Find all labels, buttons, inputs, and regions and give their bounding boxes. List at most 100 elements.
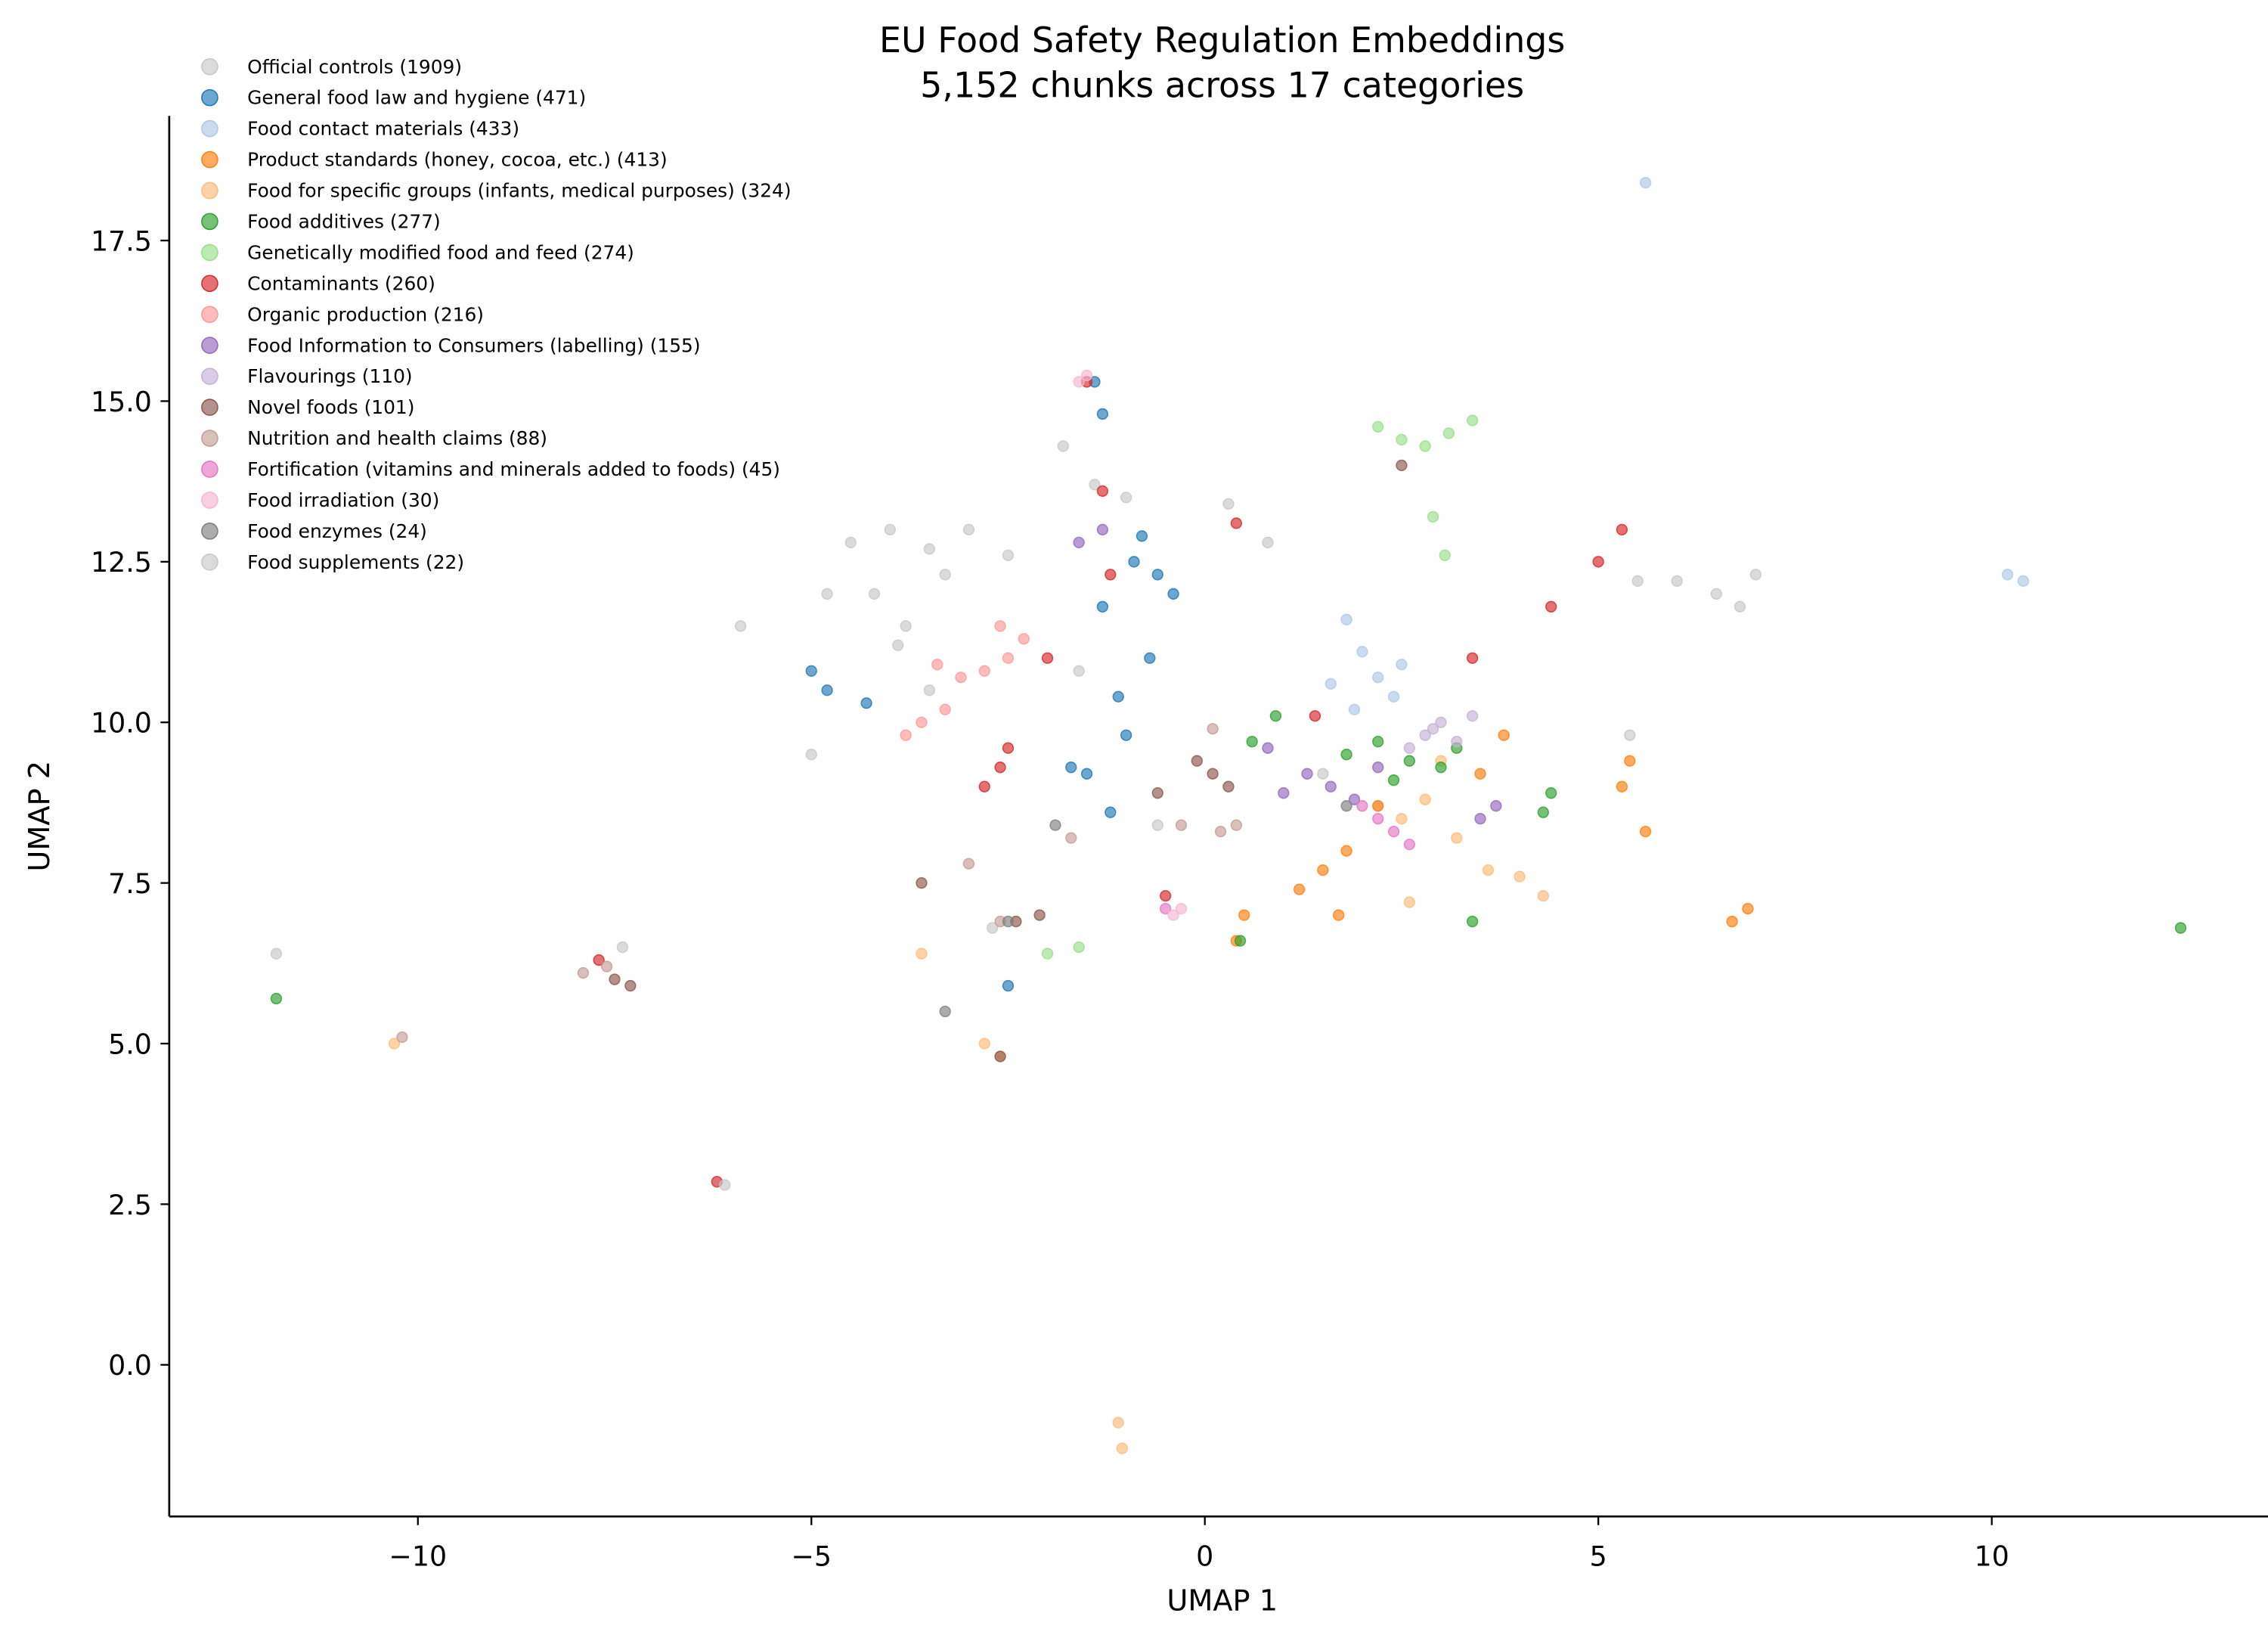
point — [1387, 774, 1400, 786]
legend-marker — [201, 337, 218, 354]
y-tick-label: 2.5 — [108, 1189, 152, 1221]
point — [994, 762, 1006, 774]
point — [1616, 523, 1628, 536]
y-tick-label: 10.0 — [91, 707, 152, 740]
point — [1466, 652, 1479, 664]
legend-label: Food irradiation (30) — [247, 489, 439, 511]
point — [577, 966, 590, 979]
point — [978, 780, 990, 793]
point — [1222, 780, 1235, 793]
point — [1514, 870, 1526, 883]
point — [1439, 549, 1451, 561]
point — [1372, 420, 1384, 433]
point — [1018, 633, 1030, 645]
point — [1269, 710, 1282, 722]
point — [1427, 723, 1439, 735]
point — [962, 523, 975, 536]
y-tick-label: 17.5 — [91, 225, 152, 257]
y-tick-label: 7.5 — [108, 867, 152, 900]
point — [1278, 787, 1290, 799]
point — [962, 858, 975, 870]
legend-marker — [201, 275, 218, 293]
legend-marker — [201, 368, 218, 385]
point — [868, 588, 881, 600]
point — [1151, 819, 1163, 831]
legend-label: Food enzymes (24) — [247, 520, 427, 542]
point — [396, 1031, 408, 1044]
point — [1065, 762, 1077, 774]
legend-label: Official controls (1909) — [247, 56, 462, 78]
point — [1396, 433, 1408, 446]
y-tick-label: 12.5 — [91, 546, 152, 579]
legend-label: Novel foods (101) — [247, 396, 414, 418]
point — [1002, 652, 1015, 664]
chart-title: EU Food Safety Regulation Embeddings — [879, 20, 1565, 60]
point — [1419, 729, 1431, 741]
point — [593, 954, 605, 966]
x-tick-label: 5 — [1590, 1540, 1607, 1572]
point — [1545, 600, 1557, 613]
point — [1309, 710, 1321, 722]
legend-marker — [201, 554, 218, 571]
point — [1096, 523, 1109, 536]
point — [1112, 690, 1124, 703]
point — [1105, 806, 1117, 818]
legend-marker — [201, 461, 218, 478]
point — [1325, 780, 1337, 793]
point — [1096, 600, 1109, 613]
point — [1403, 896, 1416, 908]
legend-label: Food supplements (22) — [247, 551, 464, 573]
point — [1167, 588, 1179, 600]
y-tick-label: 5.0 — [108, 1028, 152, 1060]
point — [1151, 787, 1163, 799]
point — [1262, 742, 1274, 754]
x-tick-label: 10 — [1975, 1540, 2009, 1572]
point — [1120, 729, 1132, 741]
legend-label: Food additives (277) — [247, 211, 441, 233]
point — [1112, 1416, 1124, 1429]
point — [1234, 935, 1247, 947]
point — [1403, 838, 1416, 851]
point — [1214, 825, 1227, 838]
point — [1356, 646, 1368, 658]
point — [1734, 600, 1746, 613]
point — [1639, 825, 1652, 838]
point — [1073, 376, 1085, 388]
point — [1136, 530, 1148, 542]
point — [1671, 575, 1683, 587]
legend-label: Food contact materials (433) — [247, 118, 519, 140]
point — [616, 941, 629, 954]
y-tick-label: 0.0 — [108, 1349, 152, 1382]
point — [1387, 825, 1400, 838]
legend: Official controls (1909) General food law… — [201, 56, 792, 573]
point — [844, 536, 857, 549]
point — [1175, 902, 1188, 915]
y-tick-label: 15.0 — [91, 386, 152, 418]
point — [1151, 569, 1163, 581]
legend-label: Contaminants (260) — [247, 272, 435, 294]
legend-marker — [201, 244, 218, 262]
point — [2017, 575, 2029, 587]
point — [2174, 922, 2187, 934]
point — [1080, 369, 1093, 382]
point — [1624, 755, 1636, 767]
point — [1191, 755, 1203, 767]
point — [1498, 729, 1510, 741]
legend-marker — [201, 523, 218, 540]
point — [1348, 703, 1361, 715]
point — [1160, 889, 1172, 902]
point — [270, 992, 283, 1005]
point — [1120, 492, 1132, 504]
point — [1616, 780, 1628, 793]
legend-label: Food Information to Consumers (labelling… — [247, 334, 700, 356]
point — [1435, 762, 1447, 774]
point — [1451, 832, 1463, 844]
point — [1207, 723, 1219, 735]
point — [1466, 915, 1479, 928]
point — [931, 659, 943, 671]
legend-marker — [201, 306, 218, 324]
point — [1002, 979, 1015, 992]
legend-marker — [201, 119, 218, 138]
point — [955, 672, 967, 684]
